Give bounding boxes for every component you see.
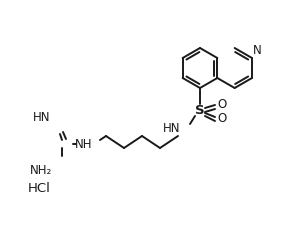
Text: N: N (253, 44, 262, 57)
Text: O: O (217, 112, 226, 126)
Text: O: O (217, 99, 226, 112)
Text: HN: HN (162, 122, 180, 135)
Text: HN: HN (33, 111, 50, 124)
Text: S: S (195, 104, 205, 117)
Text: HCl: HCl (28, 182, 51, 194)
Text: NH: NH (75, 137, 92, 151)
Text: NH₂: NH₂ (30, 164, 52, 177)
